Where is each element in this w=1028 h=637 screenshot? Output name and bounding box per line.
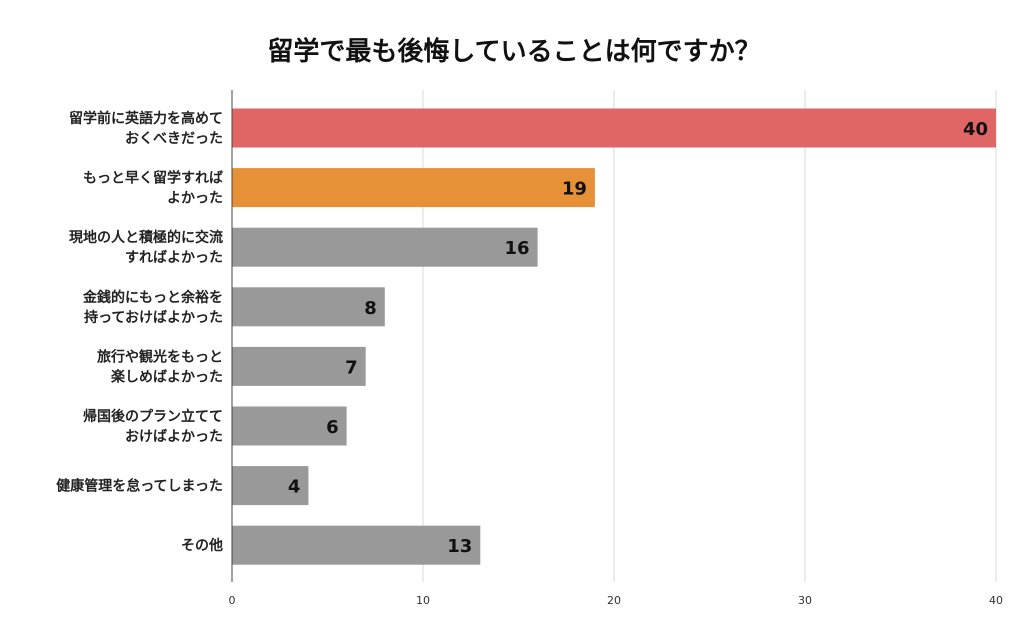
bar <box>232 346 366 386</box>
bar <box>232 525 481 565</box>
category-label: 現地の人と積極的に交流 <box>69 229 223 246</box>
x-tick-label: 20 <box>607 594 621 607</box>
bar <box>232 108 996 148</box>
category-label: すればよかった <box>125 250 223 266</box>
x-tick-label: 10 <box>416 594 430 607</box>
data-label: 16 <box>505 238 530 259</box>
category-labels: 留学前に英語力を高めておくべきだったもっと早く留学すればよかった現地の人と積極的… <box>56 110 223 554</box>
data-label: 13 <box>447 536 472 557</box>
bar <box>232 466 309 506</box>
category-label: 留学前に英語力を高めて <box>69 110 223 127</box>
data-label: 4 <box>288 477 301 498</box>
gridlines <box>422 90 997 582</box>
category-label: おけばよかった <box>125 429 223 445</box>
category-label: 金銭的にもっと余裕を <box>82 289 223 306</box>
category-label: おくべきだった <box>125 131 223 147</box>
bars: 40 19 16 8 7 6 4 13 <box>232 108 996 565</box>
bar <box>232 168 595 208</box>
category-label: 帰国後のプラン立てて <box>83 408 223 425</box>
data-label: 8 <box>364 298 377 319</box>
x-tick-label: 30 <box>798 594 812 607</box>
data-label: 6 <box>326 417 339 438</box>
chart-title: 留学で最も後悔していることは何ですか？ <box>267 36 760 67</box>
bar <box>232 227 538 267</box>
data-label: 40 <box>963 119 988 140</box>
category-label: 持っておけばよかった <box>84 309 223 326</box>
bar <box>232 287 385 327</box>
bar <box>232 406 347 446</box>
category-label: 楽しめばよかった <box>110 368 223 385</box>
x-tick-label: 0 <box>229 594 236 607</box>
data-label: 19 <box>562 179 587 200</box>
data-label: 7 <box>345 357 358 378</box>
category-label: もっと早く留学すれば <box>83 170 223 187</box>
category-label: 旅行や観光をもっと <box>97 348 223 365</box>
category-label: その他 <box>181 537 223 554</box>
category-label: よかった <box>167 191 223 207</box>
x-axis-ticks: 0 10 20 30 40 <box>229 594 1004 607</box>
category-label: 健康管理を怠ってしまった <box>56 478 223 495</box>
x-tick-label: 40 <box>989 594 1003 607</box>
